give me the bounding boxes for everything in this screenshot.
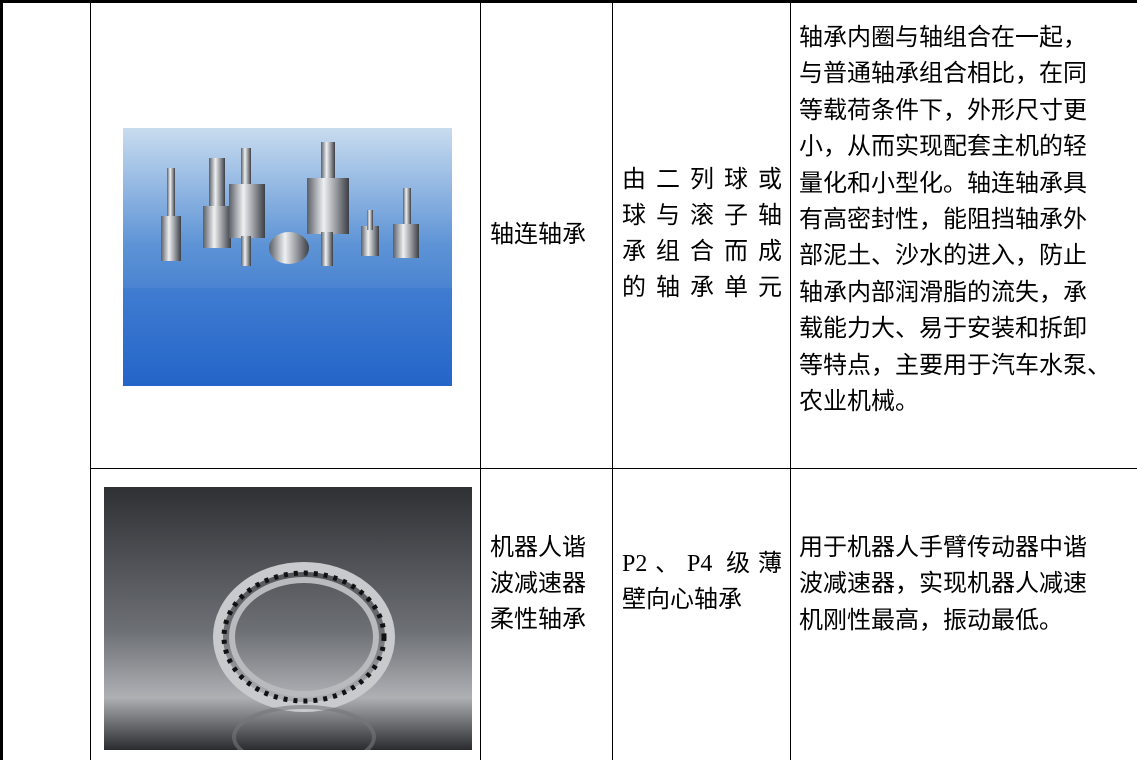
product-photo [123, 128, 452, 386]
column-divider [790, 0, 791, 760]
product-name: 轴连轴承 [490, 222, 586, 248]
description: 用于机器人手臂传动器中谐 [799, 535, 1087, 561]
composition: 球与滚子轴 [622, 203, 782, 229]
description: 等载荷条件下，外形尺寸更 [799, 97, 1087, 124]
description: 波减速器，实现机器人减速 [799, 571, 1087, 598]
description: 轴承内圈与轴组合在一起， [799, 25, 1087, 51]
column-divider [90, 0, 91, 760]
description: 量化和小型化。轴连轴承具 [799, 170, 1087, 197]
product-name: 波减速器 [490, 571, 586, 597]
description: 等特点，主要用于汽车水泵、 [799, 352, 1111, 379]
table-top-border [0, 0, 1137, 3]
table-left-border [0, 0, 3, 760]
composition: 的轴承单元 [622, 275, 782, 301]
product-name: 柔性轴承 [490, 607, 586, 633]
column-divider [480, 0, 481, 760]
description: 与普通轴承组合相比，在同 [799, 61, 1087, 88]
row-divider [90, 468, 1137, 469]
description: 机刚性最高，振动最低。 [799, 607, 1063, 634]
description: 有高密封性，能阻挡轴承外 [799, 207, 1087, 233]
composition: P2、P4 级薄 [622, 551, 782, 577]
description: 部泥土、沙水的进入，防止 [799, 243, 1087, 270]
composition: 承组合而成 [622, 239, 782, 265]
description: 轴承内部润滑脂的流失，承 [799, 279, 1087, 306]
description: 农业机械。 [799, 389, 919, 415]
composition: 壁向心轴承 [622, 587, 742, 613]
product-photo [104, 487, 472, 750]
product-name: 机器人谐 [490, 535, 586, 561]
description: 小，从而实现配套主机的轻 [799, 134, 1087, 161]
composition: 由二列球或 [622, 167, 782, 193]
description: 载能力大、易于安装和拆卸 [799, 316, 1087, 343]
column-divider [612, 0, 613, 760]
